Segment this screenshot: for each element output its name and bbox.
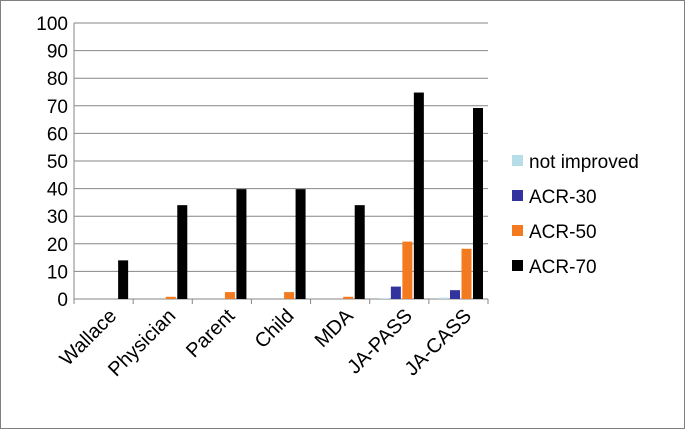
legend-label: ACR-50: [529, 222, 597, 243]
bar-acr-50: [224, 292, 235, 299]
bar-not-improved: [379, 298, 390, 299]
legend-swatch: [512, 260, 523, 271]
legend-swatch: [512, 190, 523, 201]
x-category-label: MDA: [311, 305, 358, 352]
legend-label: not improved: [529, 152, 639, 173]
y-tick-label: 80: [47, 69, 68, 90]
y-tick-label: 30: [47, 207, 68, 228]
bar-acr-50: [402, 241, 413, 299]
bar-acr-70: [413, 92, 424, 299]
y-tick-label: 90: [47, 42, 68, 63]
bar-acr-70: [236, 189, 247, 299]
x-category-label: Parent: [182, 305, 240, 363]
gridlines: [74, 22, 488, 272]
bar-acr-70: [473, 108, 483, 300]
bars: [118, 92, 483, 300]
bar-acr-70: [118, 260, 129, 299]
bar-acr-50: [284, 292, 295, 299]
y-tick-label: 0: [57, 290, 68, 311]
y-tick-label: 20: [47, 235, 68, 256]
x-category-label: Child: [251, 305, 299, 353]
legend: not improved ACR-30 ACR-50 ACR-70: [512, 152, 639, 278]
y-tick-label: 70: [47, 97, 68, 118]
bar-acr-30: [390, 286, 401, 299]
y-tick-label: 100: [36, 14, 68, 35]
legend-label: ACR-70: [529, 257, 597, 278]
y-tick-label: 60: [47, 124, 68, 145]
legend-label: ACR-30: [529, 187, 597, 208]
bar-acr-30: [450, 290, 460, 299]
bar-acr-70: [354, 205, 365, 299]
y-tick-label: 50: [47, 152, 68, 173]
bar-acr-50: [165, 296, 176, 299]
y-tick-label: 10: [47, 262, 68, 283]
legend-swatch: [512, 225, 523, 236]
bar-not-improved: [438, 297, 449, 299]
bar-acr-70: [177, 205, 188, 299]
axes: [73, 23, 489, 304]
bar-acr-70: [295, 189, 306, 299]
legend-swatch: [512, 155, 523, 166]
bar-acr-50: [461, 248, 472, 299]
bar-acr-50: [343, 296, 354, 299]
y-tick-label: 40: [47, 180, 68, 201]
y-tick-labels: 0 10 20 30 40 50 60 70 80 90 100: [36, 14, 68, 311]
